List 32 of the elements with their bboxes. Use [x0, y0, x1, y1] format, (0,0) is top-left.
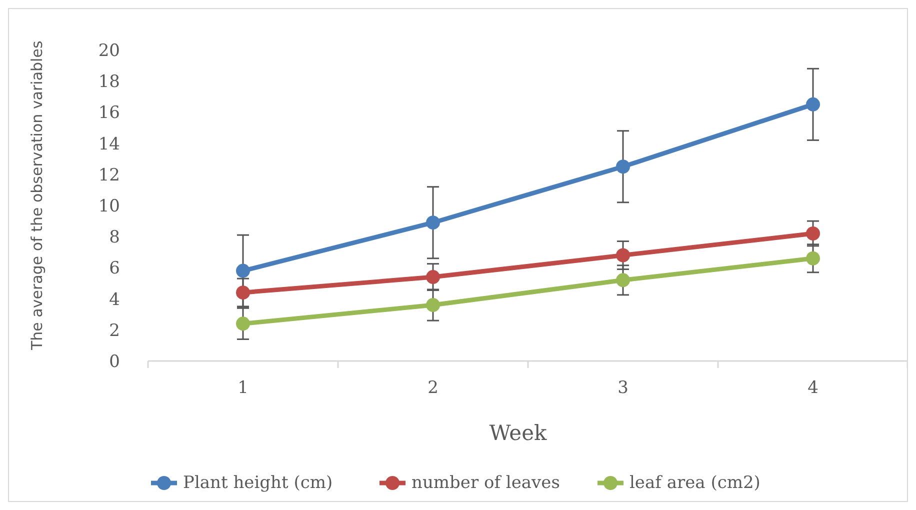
point — [236, 316, 250, 331]
point — [806, 251, 820, 266]
x-tick-label: 4 — [808, 378, 818, 398]
legend-label: Plant height (cm) — [183, 473, 333, 493]
y-tick-label: 6 — [109, 258, 120, 279]
point — [426, 298, 440, 312]
y-tick-label: 8 — [109, 228, 120, 248]
x-tick-label: 3 — [618, 378, 628, 398]
x-tick-label: 1 — [238, 378, 248, 398]
y-tick-label: 16 — [98, 103, 120, 124]
x-axis-title: Week — [489, 421, 547, 445]
legend-label: number of leaves — [412, 473, 560, 493]
point — [236, 264, 250, 278]
point — [236, 286, 250, 300]
x-tick-label: 2 — [428, 378, 438, 398]
point — [426, 270, 440, 284]
point — [616, 273, 630, 288]
y-tick-label: 10 — [98, 196, 120, 216]
point — [616, 160, 630, 174]
point — [426, 216, 440, 230]
point — [806, 226, 820, 240]
legend-label: leaf area (cm2) — [630, 473, 760, 493]
y-tick-label: 18 — [98, 72, 120, 92]
y-tick-label: 4 — [109, 290, 120, 310]
y-tick-label: 20 — [98, 40, 120, 61]
y-tick-label: 14 — [98, 134, 120, 154]
y-axis-title: The average of the observation variables — [28, 40, 47, 352]
point — [616, 248, 630, 262]
y-tick-label: 2 — [109, 320, 120, 341]
point — [806, 97, 820, 112]
y-tick-label: 12 — [98, 165, 120, 186]
y-tick-label: 0 — [109, 352, 120, 372]
